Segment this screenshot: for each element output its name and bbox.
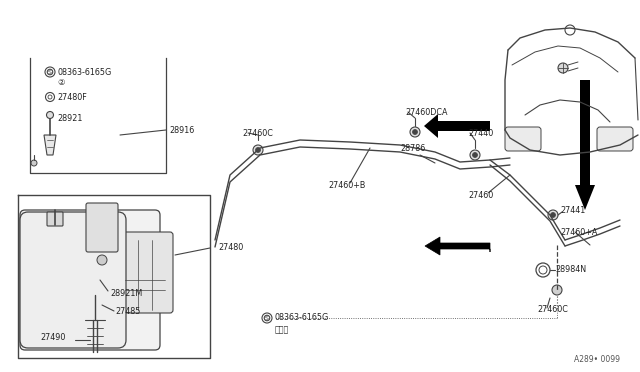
Text: 27480F: 27480F xyxy=(57,93,87,102)
Circle shape xyxy=(97,255,107,265)
Text: 27490: 27490 xyxy=(40,334,65,343)
Text: 27460: 27460 xyxy=(468,190,493,199)
Polygon shape xyxy=(44,135,56,155)
Text: 27460C: 27460C xyxy=(242,128,273,138)
Text: 27485: 27485 xyxy=(115,308,140,317)
Circle shape xyxy=(47,112,54,119)
FancyBboxPatch shape xyxy=(20,210,160,350)
Text: 27441: 27441 xyxy=(560,205,585,215)
Polygon shape xyxy=(575,185,595,210)
Circle shape xyxy=(558,63,568,73)
Polygon shape xyxy=(424,114,438,138)
Text: 27440: 27440 xyxy=(468,128,493,138)
Text: （１）: （１） xyxy=(275,326,289,334)
Text: 27460+B: 27460+B xyxy=(328,180,365,189)
Text: 08363-6165G: 08363-6165G xyxy=(57,67,111,77)
Text: 28786: 28786 xyxy=(400,144,425,153)
FancyBboxPatch shape xyxy=(47,212,63,226)
Polygon shape xyxy=(438,121,490,131)
Polygon shape xyxy=(580,80,590,185)
Circle shape xyxy=(255,148,260,153)
Text: S: S xyxy=(48,70,52,74)
Circle shape xyxy=(552,285,562,295)
Text: 27460DCA: 27460DCA xyxy=(405,108,447,116)
Circle shape xyxy=(536,263,550,277)
Circle shape xyxy=(472,153,477,157)
FancyBboxPatch shape xyxy=(86,203,118,252)
Text: 27460+A: 27460+A xyxy=(560,228,597,237)
Text: 28916: 28916 xyxy=(169,125,195,135)
Text: S: S xyxy=(265,315,269,321)
Text: 28921M: 28921M xyxy=(110,289,142,298)
Circle shape xyxy=(45,67,55,77)
Circle shape xyxy=(413,129,417,135)
Text: 08363-6165G: 08363-6165G xyxy=(275,314,329,323)
Circle shape xyxy=(253,145,263,155)
Text: A289• 0099: A289• 0099 xyxy=(574,356,620,365)
FancyBboxPatch shape xyxy=(117,232,173,313)
Text: ②: ② xyxy=(57,77,65,87)
FancyBboxPatch shape xyxy=(505,127,541,151)
Circle shape xyxy=(550,212,556,218)
FancyBboxPatch shape xyxy=(20,212,126,348)
Text: 27480: 27480 xyxy=(218,244,243,253)
Text: 28984N: 28984N xyxy=(555,266,586,275)
Circle shape xyxy=(262,313,272,323)
Text: 27460C: 27460C xyxy=(537,305,568,314)
Text: 28921: 28921 xyxy=(57,113,83,122)
Circle shape xyxy=(45,93,54,102)
Circle shape xyxy=(410,127,420,137)
Polygon shape xyxy=(425,237,490,255)
Circle shape xyxy=(470,150,480,160)
Circle shape xyxy=(31,160,37,166)
Circle shape xyxy=(548,210,558,220)
FancyBboxPatch shape xyxy=(597,127,633,151)
